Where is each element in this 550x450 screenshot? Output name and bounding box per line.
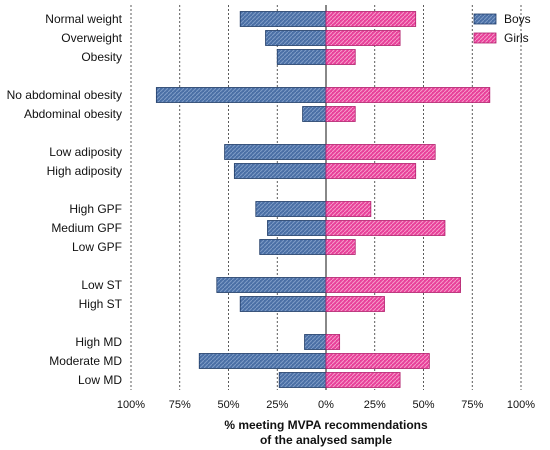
- bar-girls: [325, 239, 356, 255]
- bar-boys: [198, 353, 327, 369]
- x-tick-label: 75%: [461, 399, 483, 411]
- bar-boys: [304, 334, 327, 350]
- bar-girls: [325, 277, 461, 293]
- bar-girls: [325, 163, 417, 179]
- bar-girls: [325, 144, 436, 160]
- bar-boys: [267, 220, 327, 236]
- bar-boys: [255, 201, 327, 217]
- bar-boys: [265, 30, 327, 46]
- bar-girls: [325, 372, 401, 388]
- category-label: High adiposity: [47, 164, 122, 178]
- bar-girls: [325, 87, 491, 103]
- bar-boys: [302, 106, 327, 122]
- x-tick-label: 0%: [318, 399, 334, 411]
- bar-girls: [325, 30, 401, 46]
- x-axis-title-line-2: of the analysed sample: [260, 433, 392, 447]
- x-tick-label: 50%: [412, 399, 434, 411]
- x-tick-label: 100%: [117, 399, 145, 411]
- x-tick-label: 75%: [169, 399, 191, 411]
- grid-lines: [130, 5, 522, 390]
- bar-boys: [276, 49, 327, 65]
- category-label: Low ST: [81, 278, 122, 292]
- category-label: Medium GPF: [51, 221, 122, 235]
- bar-girls: [325, 296, 385, 312]
- bar-boys: [224, 144, 327, 160]
- category-label: Overweight: [61, 31, 122, 45]
- bar-boys: [239, 296, 327, 312]
- x-tick-label: 25%: [266, 399, 288, 411]
- bar-girls: [325, 11, 417, 27]
- bar-girls: [325, 106, 356, 122]
- x-tick-label: 25%: [364, 399, 386, 411]
- bar-girls: [325, 353, 430, 369]
- x-axis-title-line-1: % meeting MVPA recommendations: [224, 418, 428, 432]
- bar-boys: [155, 87, 327, 103]
- category-label: Moderate MD: [49, 354, 122, 368]
- category-labels: Normal weight Overweight Obesity No abdomin…: [7, 12, 123, 387]
- bar-boys: [216, 277, 327, 293]
- legend: Boys Girls: [473, 12, 531, 45]
- bar-boys: [233, 163, 327, 179]
- bar-boys: [278, 372, 327, 388]
- category-label: Low GPF: [72, 240, 122, 254]
- bar-girls: [325, 334, 341, 350]
- bar-girls: [325, 220, 446, 236]
- bars: [155, 11, 491, 388]
- legend-swatch-boys: [473, 13, 497, 25]
- category-label: High MD: [75, 335, 122, 349]
- category-label: Normal weight: [45, 12, 122, 26]
- bar-boys: [239, 11, 327, 27]
- category-label: High GPF: [69, 202, 122, 216]
- category-label: Low adiposity: [49, 145, 122, 159]
- category-label: High ST: [79, 297, 123, 311]
- legend-label-boys: Boys: [504, 12, 531, 26]
- category-label: No abdominal obesity: [7, 88, 122, 102]
- legend-swatch-girls: [473, 32, 497, 44]
- bar-girls: [325, 201, 372, 217]
- x-tick-label: 50%: [217, 399, 239, 411]
- bar-boys: [259, 239, 327, 255]
- x-tick-label: 100%: [507, 399, 535, 411]
- category-label: Abdominal obesity: [24, 107, 122, 121]
- category-label: Obesity: [81, 50, 122, 64]
- legend-label-girls: Girls: [504, 31, 529, 45]
- x-tick-labels: 100% 75% 50% 25% 0% 25% 50% 75% 100%: [117, 399, 535, 411]
- category-label: Low MD: [78, 373, 122, 387]
- bar-girls: [325, 49, 356, 65]
